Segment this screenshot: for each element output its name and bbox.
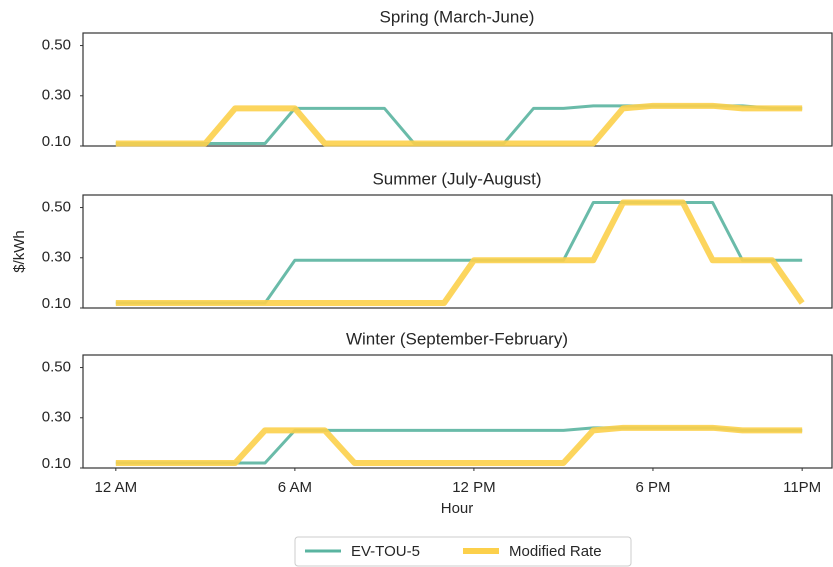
series-line	[115, 201, 803, 305]
panel-title: Spring (March-June)	[380, 7, 535, 26]
y-tick-label: 0.50	[42, 359, 71, 376]
x-tick-label: 11PM	[783, 479, 821, 496]
plot-frame	[82, 194, 833, 309]
y-tick-label: 0.10	[42, 133, 71, 150]
x-tick-label: 12 PM	[452, 479, 495, 496]
series-line	[115, 424, 803, 466]
plot-frame	[82, 354, 833, 469]
x-axis-label: Hour	[441, 500, 474, 517]
y-tick-label: 0.30	[42, 249, 71, 266]
y-axis-label: $/kWh	[11, 230, 28, 273]
y-tick-label: 0.10	[42, 295, 71, 312]
y-tick-label: 0.50	[42, 199, 71, 216]
legend-label: Modified Rate	[509, 543, 602, 560]
y-tick-label: 0.50	[42, 37, 71, 54]
panel-title: Winter (September-February)	[346, 329, 568, 348]
series-line	[115, 199, 805, 306]
x-tick-label: 12 AM	[95, 479, 138, 496]
y-tick-label: 0.10	[42, 455, 71, 472]
panel-title: Summer (July-August)	[372, 169, 541, 188]
series-line	[115, 102, 803, 147]
x-tick-label: 6 PM	[635, 479, 670, 496]
plot-frame	[82, 32, 833, 147]
legend-label: EV-TOU-5	[351, 543, 420, 560]
x-tick-label: 6 AM	[278, 479, 312, 496]
y-tick-label: 0.30	[42, 87, 71, 104]
series-line	[115, 426, 803, 465]
y-tick-label: 0.30	[42, 409, 71, 426]
